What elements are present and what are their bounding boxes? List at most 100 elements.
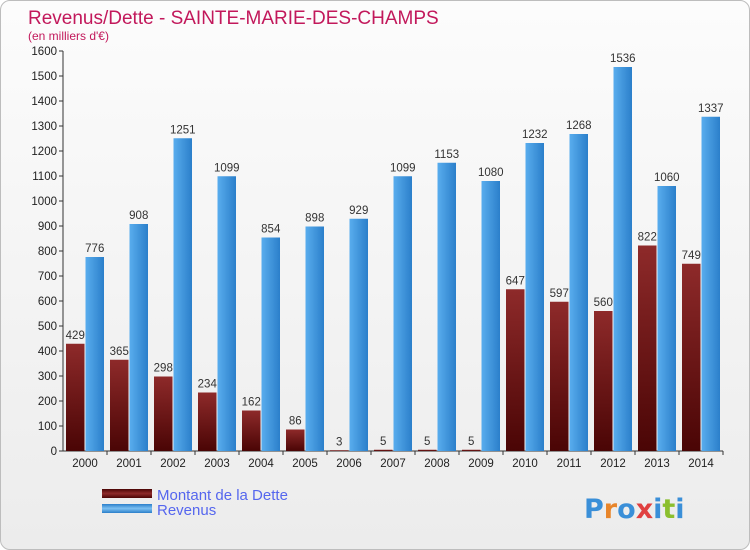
data-label-revenus: 1060 xyxy=(654,172,680,184)
data-label-debt: 234 xyxy=(198,379,218,391)
data-label-revenus: 908 xyxy=(129,210,148,222)
chart-title: Revenus/Dette - SAINTE-MARIE-DES-CHAMPS xyxy=(28,8,439,29)
data-label-revenus: 1099 xyxy=(390,162,416,174)
bar-debt xyxy=(330,450,349,451)
bar-debt xyxy=(286,429,305,451)
bar-revenus xyxy=(217,176,236,451)
data-label-debt: 749 xyxy=(682,250,701,262)
data-label-debt: 5 xyxy=(380,436,386,448)
y-tick-label: 1100 xyxy=(32,171,57,183)
bar-debt xyxy=(198,392,217,451)
bar-debt xyxy=(66,343,85,451)
y-tick-label: 400 xyxy=(38,346,57,358)
y-tick-label: 1300 xyxy=(31,121,57,133)
x-tick-label: 2011 xyxy=(557,458,582,470)
x-axis: 2000 2001 2002 2003 2004 2005 2006 2007 2008 2009… xyxy=(63,450,724,470)
y-tick-label: 1400 xyxy=(31,96,57,108)
data-label-debt: 162 xyxy=(242,397,261,409)
data-label-debt: 5 xyxy=(468,436,474,448)
bar-revenus xyxy=(437,162,456,451)
bar-revenus xyxy=(701,116,720,451)
legend-label-debt: Montant de la Dette xyxy=(157,487,288,504)
x-tick-label: 2008 xyxy=(424,458,450,470)
x-tick-label: 2009 xyxy=(468,458,494,470)
chart-subtitle: (en milliers d'€) xyxy=(28,29,109,43)
data-label-debt: 647 xyxy=(506,275,525,287)
bar-revenus xyxy=(613,67,632,451)
bar-debt xyxy=(462,449,481,451)
bar-revenus xyxy=(569,134,588,451)
x-tick-label: 2002 xyxy=(160,458,186,470)
x-tick-label: 2012 xyxy=(600,458,626,470)
y-tick-label: 1500 xyxy=(31,71,57,83)
y-tick-label: 1000 xyxy=(31,196,57,208)
data-label-debt: 560 xyxy=(594,297,613,309)
bars xyxy=(66,67,720,451)
y-tick-label: 900 xyxy=(38,221,57,233)
data-label-revenus: 1080 xyxy=(478,167,504,179)
data-labels: 429 776 365 908 298 1251 234 1099 162 854 86 898 3 92… xyxy=(66,53,724,448)
data-label-revenus: 1251 xyxy=(170,124,196,136)
data-label-debt: 429 xyxy=(66,330,85,342)
bar-revenus xyxy=(85,257,104,451)
x-tick-label: 2001 xyxy=(116,458,142,470)
data-label-revenus: 854 xyxy=(261,224,281,236)
y-tick-label: 500 xyxy=(38,321,57,333)
y-tick-label: 700 xyxy=(38,271,57,283)
bar-debt xyxy=(638,245,657,451)
bar-revenus xyxy=(657,186,676,451)
bar-revenus xyxy=(481,181,500,451)
bar-debt xyxy=(418,449,437,451)
x-tick-label: 2010 xyxy=(512,458,538,470)
proxiti-logo: Proxiti xyxy=(584,494,685,525)
data-label-revenus: 1099 xyxy=(214,162,240,174)
y-tick-label: 200 xyxy=(38,396,57,408)
bar-debt xyxy=(594,311,613,451)
data-label-debt: 5 xyxy=(424,436,430,448)
bar-revenus xyxy=(261,237,280,451)
x-tick-label: 2004 xyxy=(248,458,274,470)
y-tick-label: 1600 xyxy=(31,46,57,58)
legend: Montant de la Dette Revenus xyxy=(102,487,288,519)
legend-label-revenus: Revenus xyxy=(157,502,216,519)
data-label-revenus: 898 xyxy=(305,213,324,225)
bar-revenus xyxy=(525,143,544,451)
data-label-revenus: 1268 xyxy=(566,120,592,132)
bar-debt xyxy=(110,359,129,451)
x-tick-label: 2005 xyxy=(292,458,318,470)
data-label-debt: 86 xyxy=(289,416,302,428)
bar-debt xyxy=(550,301,569,451)
data-label-debt: 365 xyxy=(110,346,129,358)
bar-revenus xyxy=(305,226,324,451)
y-tick-label: 0 xyxy=(51,446,57,458)
data-label-revenus: 929 xyxy=(349,205,368,217)
x-tick-label: 2014 xyxy=(688,458,714,470)
data-label-revenus: 1232 xyxy=(522,129,548,141)
legend-swatch-debt xyxy=(102,489,152,498)
bar-debt xyxy=(154,376,173,451)
data-label-revenus: 1153 xyxy=(434,149,459,161)
data-label-revenus: 776 xyxy=(85,243,104,255)
x-tick-label: 2007 xyxy=(380,458,406,470)
data-label-debt: 597 xyxy=(550,288,569,300)
y-tick-label: 1200 xyxy=(31,146,57,158)
bar-revenus xyxy=(393,176,412,451)
data-label-debt: 3 xyxy=(336,436,342,448)
legend-swatch-revenus xyxy=(102,504,152,513)
y-tick-label: 600 xyxy=(38,296,57,308)
x-tick-label: 2000 xyxy=(72,458,98,470)
bar-revenus xyxy=(173,138,192,451)
y-axis: 0 100 200 300 400 500 600 700 800 900 1000 1100 1200… xyxy=(31,46,64,458)
data-label-revenus: 1536 xyxy=(610,53,636,65)
bar-revenus xyxy=(129,224,148,451)
data-label-revenus: 1337 xyxy=(698,103,724,115)
x-tick-label: 2003 xyxy=(204,458,230,470)
bar-debt xyxy=(374,449,393,451)
x-tick-label: 2013 xyxy=(644,458,670,470)
y-tick-label: 100 xyxy=(38,421,57,433)
data-label-debt: 822 xyxy=(638,232,657,244)
bar-revenus xyxy=(349,218,368,451)
bar-debt xyxy=(682,263,701,451)
